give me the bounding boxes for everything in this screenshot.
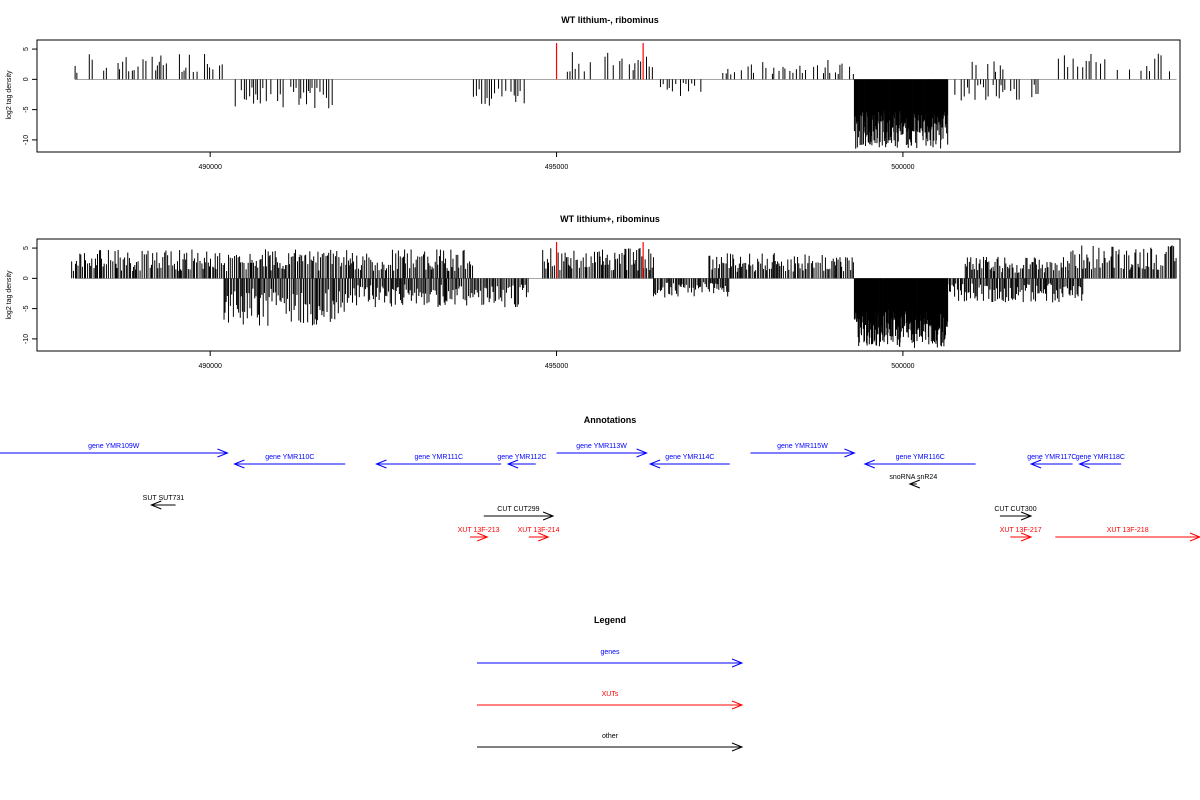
x-tick-label: 500000	[891, 164, 914, 171]
feature-group: gene YMR109W gene YMR110C gene YMR111C gene…	[0, 443, 1200, 542]
plot-frame	[36, 238, 1181, 352]
feature-arrowhead	[1020, 532, 1033, 542]
x-tick-label: 495000	[545, 164, 568, 171]
legend-arrowhead	[731, 658, 744, 668]
feature-label: gene YMR117C	[1027, 454, 1076, 461]
axes: 5 0 -5 -10 490000 495000 500000	[23, 47, 915, 171]
feature-arrowhead	[908, 479, 921, 489]
x-tick-label: 490000	[199, 363, 222, 370]
legend-title: Legend	[594, 615, 626, 625]
feature-arrowhead	[863, 459, 875, 469]
feature-label: gene YMR110C	[265, 454, 314, 461]
feature-arrowhead	[636, 448, 648, 458]
x-tick-label: 490000	[199, 164, 222, 171]
feature-arrowhead	[477, 532, 489, 542]
feature-arrowhead	[506, 459, 519, 469]
y-axis-label: log2 tag density	[6, 270, 13, 320]
legend-arrowhead	[731, 700, 744, 710]
panel-title: WT lithium-, ribominus	[561, 15, 659, 25]
feature-arrowhead	[1020, 511, 1033, 521]
legend-arrowhead	[731, 742, 744, 752]
feature-label: gene YMR113W	[576, 443, 627, 450]
feature-label: SUT SUT731	[143, 495, 185, 502]
feature-label: CUT CUT299	[497, 506, 539, 513]
feature-arrowhead	[217, 448, 229, 458]
y-tick-label: -10	[23, 334, 30, 344]
feature-arrowhead	[844, 448, 856, 458]
bar-group	[71, 242, 1177, 348]
feature-label: XUT 13F-213	[458, 527, 500, 534]
y-tick-label: -5	[23, 305, 30, 311]
plot-frame	[36, 39, 1181, 153]
legend-items: genes XUTs other	[477, 649, 744, 752]
feature-arrowhead	[375, 459, 387, 469]
feature-arrowhead	[1078, 459, 1090, 469]
annotations-title: Annotations	[584, 415, 637, 425]
y-axis-label: log2 tag density	[6, 70, 13, 120]
legend-label: XUTs	[602, 691, 619, 698]
x-tick-label: 495000	[545, 363, 568, 370]
feature-label: gene YMR112C	[497, 454, 546, 461]
y-tick-label: 0	[23, 276, 30, 280]
feature-label: gene YMR115W	[777, 443, 828, 450]
y-tick-label: -10	[23, 135, 30, 145]
legend: Legend genes XUTs other	[477, 615, 744, 752]
feature-label: XUT 13F-214	[518, 527, 560, 534]
legend-label: genes	[600, 649, 620, 656]
feature-arrowhead	[648, 459, 661, 469]
feature-arrowhead	[1189, 532, 1200, 542]
feature-label: gene YMR118C	[1076, 454, 1125, 461]
feature-label: XUT 13F-218	[1107, 527, 1149, 534]
feature-arrowhead	[233, 459, 245, 469]
feature-label: gene YMR116C	[896, 454, 945, 461]
axes: 5 0 -5 -10 490000 495000 500000	[23, 246, 915, 370]
feature-label: gene YMR109W	[88, 443, 140, 450]
x-tick-label: 500000	[891, 363, 914, 370]
feature-label: gene YMR111C	[414, 454, 463, 461]
y-tick-label: 0	[23, 77, 30, 81]
y-tick-label: -5	[23, 106, 30, 112]
feature-arrowhead	[538, 532, 550, 542]
feature-arrowhead	[149, 500, 162, 510]
y-tick-label: 5	[23, 47, 30, 51]
y-tick-label: 5	[23, 246, 30, 250]
bar-group	[74, 43, 1177, 149]
track-panel-lithium-minus: WT lithium-, ribominus log2 tag density …	[6, 15, 1181, 171]
feature-label: gene YMR114C	[665, 454, 714, 461]
panel-title: WT lithium+, ribominus	[560, 214, 660, 224]
feature-label: snoRNA snR24	[889, 474, 937, 481]
track-panel-lithium-plus: WT lithium+, ribominus log2 tag density …	[6, 214, 1181, 370]
feature-label: XUT 13F-217	[1000, 527, 1042, 534]
feature-arrowhead	[1029, 459, 1042, 469]
feature-arrowhead	[542, 511, 555, 521]
feature-label: CUT CUT300	[994, 506, 1036, 513]
legend-label: other	[602, 733, 619, 740]
